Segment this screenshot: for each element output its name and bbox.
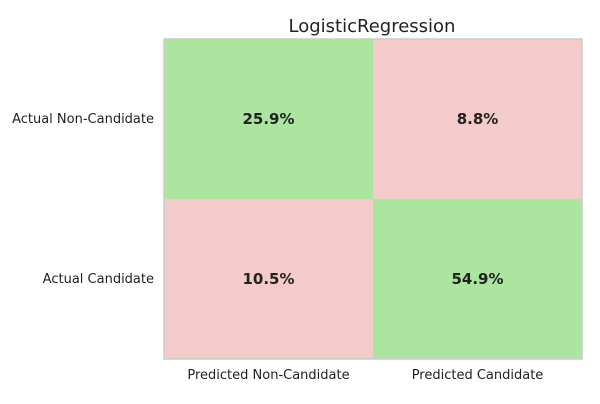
cell-value-label: 8.8% <box>457 110 499 128</box>
y-tick-label: Actual Non-Candidate <box>12 112 154 127</box>
chart-title: LogisticRegression <box>289 16 456 37</box>
x-axis-tick-labels: Predicted Non-Candidate Predicted Candida… <box>187 368 543 383</box>
y-axis-tick-labels: Actual Non-Candidate Actual Candidate <box>12 112 154 287</box>
x-tick-label: Predicted Non-Candidate <box>187 368 349 383</box>
y-tick-label: Actual Candidate <box>43 272 154 287</box>
x-tick-label: Predicted Candidate <box>412 368 544 383</box>
heatmap-cell <box>373 199 582 359</box>
cell-value-label: 54.9% <box>451 270 503 288</box>
heatmap-cells <box>164 39 582 359</box>
plot-frame <box>163 38 583 360</box>
cell-value-label: 10.5% <box>242 270 294 288</box>
cell-value-label: 25.9% <box>242 110 294 128</box>
heatmap-cell <box>164 39 373 199</box>
heatmap-cell-labels: 25.9% 8.8% 10.5% 54.9% <box>242 110 503 288</box>
heatmap-cell <box>373 39 582 199</box>
heatmap-cell <box>164 199 373 359</box>
